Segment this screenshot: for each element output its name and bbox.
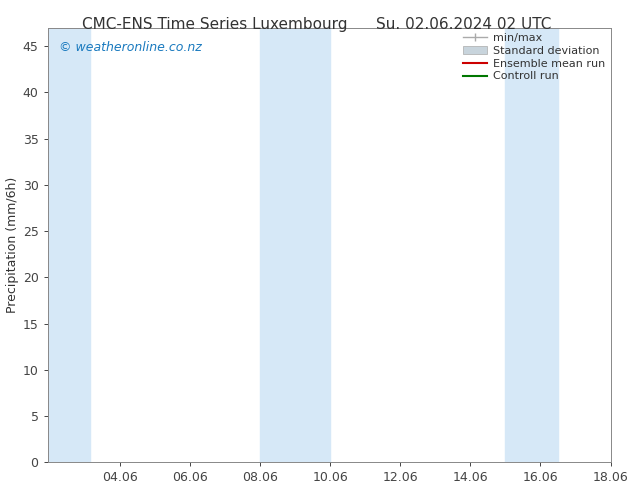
Y-axis label: Precipitation (mm/6h): Precipitation (mm/6h) — [6, 177, 18, 313]
Text: Su. 02.06.2024 02 UTC: Su. 02.06.2024 02 UTC — [376, 17, 552, 32]
Legend: min/max, Standard deviation, Ensemble mean run, Controll run: min/max, Standard deviation, Ensemble me… — [460, 30, 609, 85]
Bar — [505, 27, 558, 463]
Bar — [48, 27, 89, 463]
Text: CMC-ENS Time Series Luxembourg: CMC-ENS Time Series Luxembourg — [82, 17, 348, 32]
Bar — [260, 27, 330, 463]
Text: © weatheronline.co.nz: © weatheronline.co.nz — [59, 41, 202, 53]
